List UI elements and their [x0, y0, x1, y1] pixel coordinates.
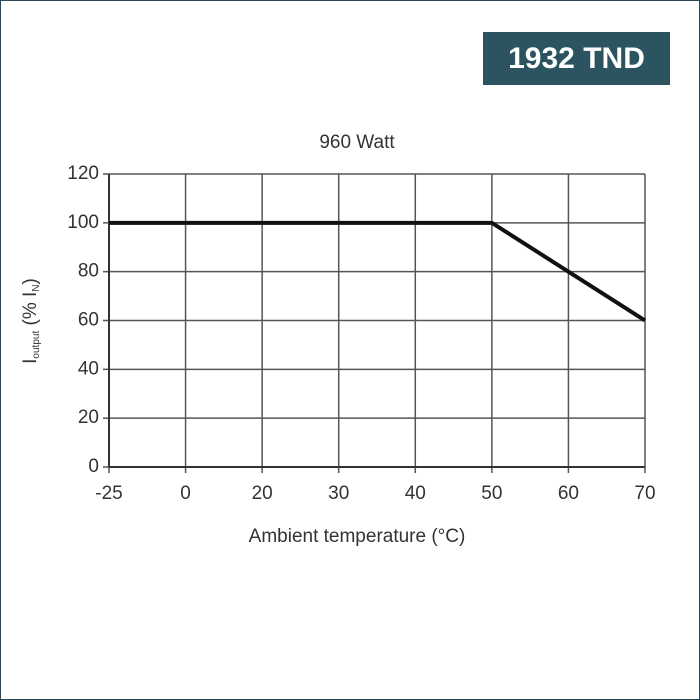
x-tick-label: 70 — [634, 483, 655, 504]
y-axis-label-part: (% I — [20, 292, 41, 331]
y-tick-label: 40 — [78, 358, 99, 379]
chart-title: 960 Watt — [319, 132, 395, 153]
price-badge: 1932 TND — [483, 32, 670, 85]
x-tick-label: -25 — [95, 483, 122, 504]
y-tick-label: 100 — [67, 212, 99, 233]
x-axis-label: Ambient temperature (°C) — [249, 526, 466, 547]
x-tick-label: 30 — [328, 483, 349, 504]
x-tick-label: 60 — [558, 483, 579, 504]
data-line — [109, 220, 647, 323]
y-tick-label: 20 — [78, 407, 99, 428]
x-tick-label: 50 — [481, 483, 502, 504]
y-axis-label-part: ) — [20, 278, 41, 284]
y-axis-label-part: N — [31, 284, 42, 291]
y-axis-label-part: output — [31, 331, 42, 359]
y-tick-label: 120 — [67, 163, 99, 184]
x-tick-label: 40 — [405, 483, 426, 504]
y-tick-label: 60 — [78, 310, 99, 331]
y-axis-label: Ioutput (% IN) — [20, 278, 42, 364]
x-tick-label: 20 — [252, 483, 273, 504]
y-tick-label: 80 — [78, 261, 99, 282]
y-tick-label: 0 — [88, 456, 99, 477]
y-axis-label-part: I — [20, 359, 41, 364]
x-tick-label: 0 — [180, 483, 191, 504]
